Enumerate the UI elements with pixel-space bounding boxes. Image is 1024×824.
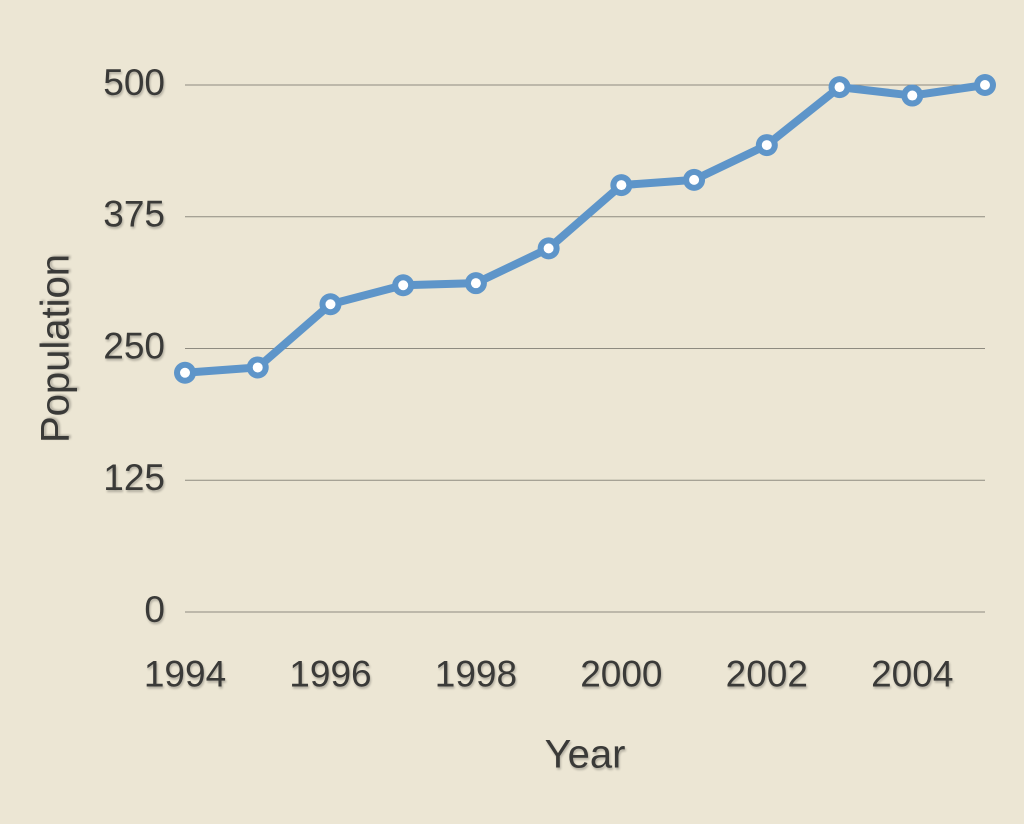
data-point-inner xyxy=(325,299,335,309)
y-tick-label: 125 xyxy=(103,457,165,498)
x-tick-label: 1994 xyxy=(144,653,226,694)
y-axis-label: Population xyxy=(34,254,78,443)
x-tick-label: 2004 xyxy=(871,653,953,694)
x-tick-label: 2002 xyxy=(726,653,808,694)
y-tick-label: 250 xyxy=(103,325,165,366)
y-tick-label: 0 xyxy=(144,589,165,630)
data-point-inner xyxy=(689,175,699,185)
chart-background xyxy=(0,0,1024,824)
data-point-inner xyxy=(398,280,408,290)
data-point-inner xyxy=(253,362,263,372)
y-tick-label: 375 xyxy=(103,194,165,235)
data-point-inner xyxy=(835,82,845,92)
data-point-inner xyxy=(180,368,190,378)
data-point-inner xyxy=(471,278,481,288)
data-point-inner xyxy=(544,243,554,253)
population-line-chart: 0 125 250 375 500 1994 1996 1998 2000 2002 2004 Pop… xyxy=(0,0,1024,824)
data-point-inner xyxy=(980,80,990,90)
x-axis-label: Year xyxy=(545,733,626,777)
data-point-inner xyxy=(907,91,917,101)
x-tick-label: 1998 xyxy=(435,653,517,694)
x-tick-label: 2000 xyxy=(580,653,662,694)
y-tick-label: 500 xyxy=(103,62,165,103)
data-point-inner xyxy=(616,180,626,190)
data-point-inner xyxy=(762,140,772,150)
x-tick-label: 1996 xyxy=(289,653,371,694)
